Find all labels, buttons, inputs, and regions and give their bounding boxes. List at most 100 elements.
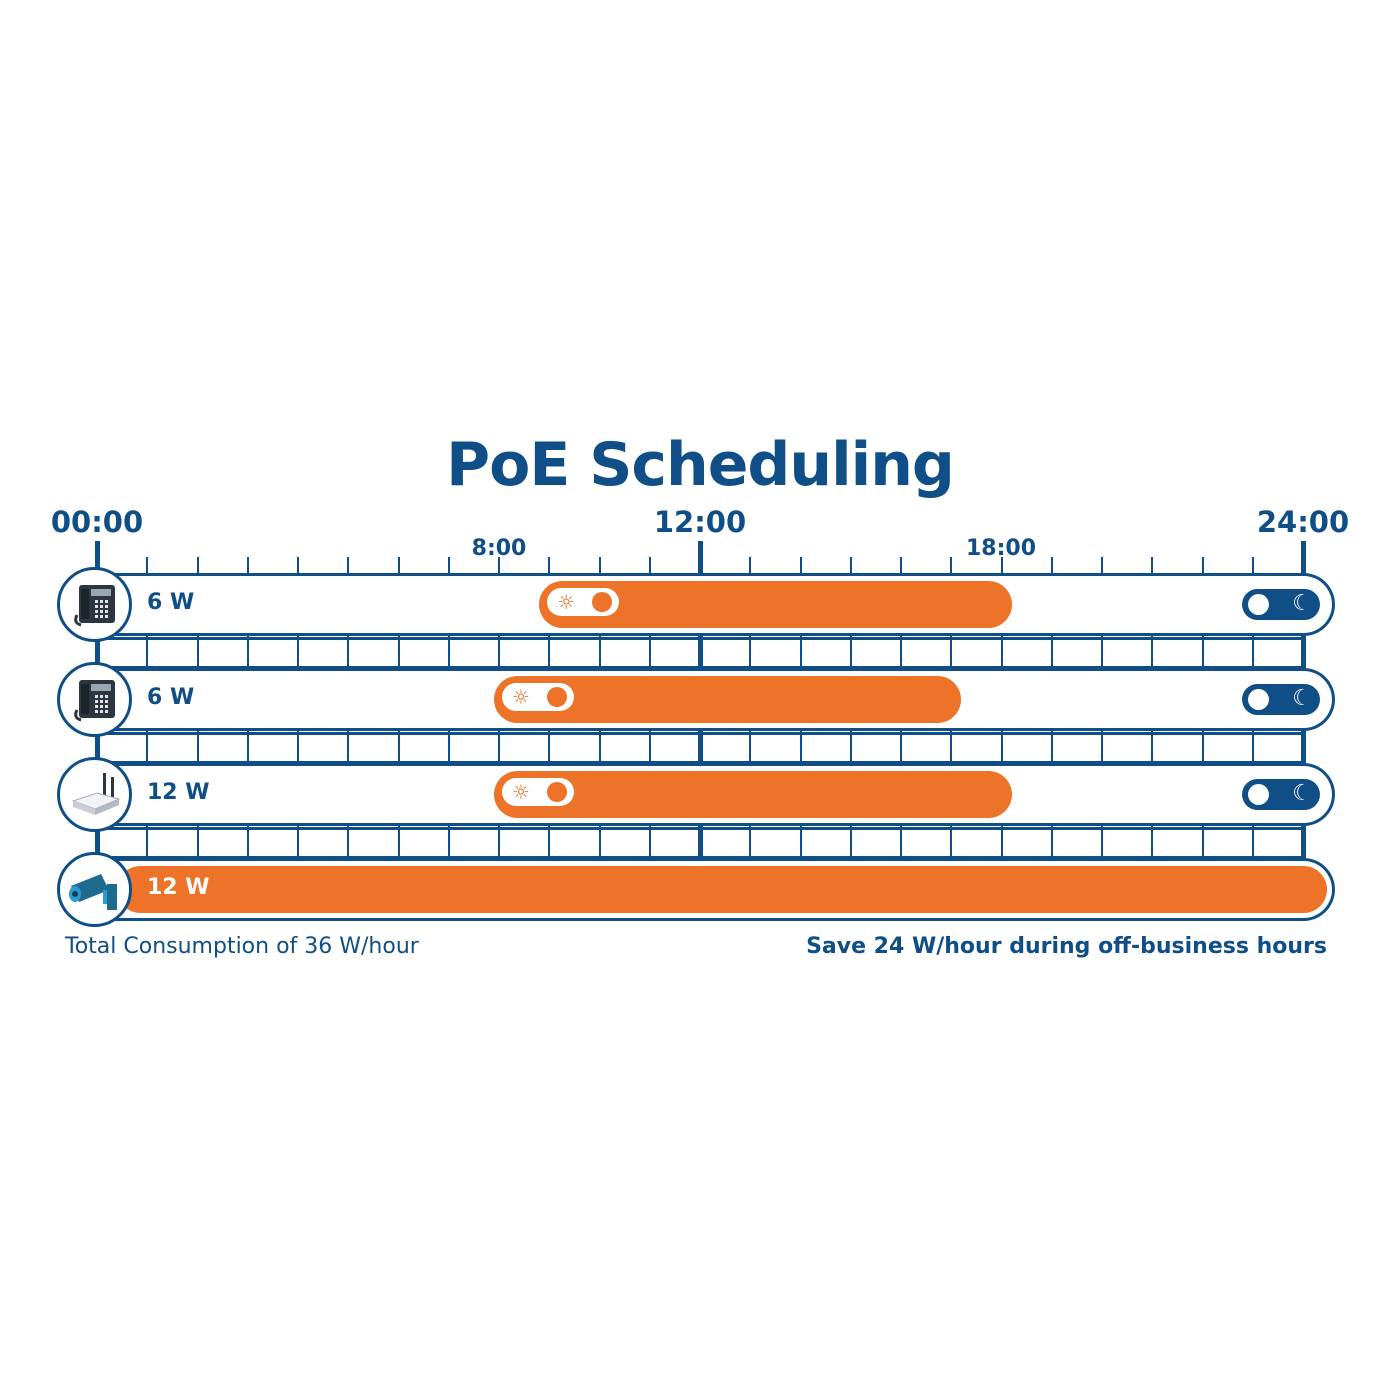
hour-tick: [1050, 557, 1053, 573]
axis-line-12: [697, 541, 703, 581]
hour-gridline: [246, 731, 249, 765]
hour-gridline: [648, 826, 651, 860]
day-toggle[interactable]: ☼: [547, 588, 620, 616]
midnight-gridline: [1300, 731, 1306, 765]
hour-tick: [1101, 557, 1103, 573]
axis-line-24: [1300, 541, 1306, 581]
night-toggle[interactable]: ☾: [1242, 684, 1320, 715]
hour-tick: [1201, 557, 1204, 573]
moon-icon: ☾: [1292, 686, 1312, 711]
hour-gridline: [347, 731, 350, 765]
hour-tick: [900, 557, 902, 573]
night-toggle[interactable]: ☾: [1242, 589, 1320, 620]
hour-gridline: [799, 826, 802, 860]
hour-tick: [196, 557, 199, 573]
power-on-bar: ☼: [493, 771, 1012, 818]
hour-gridline: [196, 826, 199, 860]
day-toggle[interactable]: ☼: [501, 683, 574, 711]
hour-gridline: [1251, 826, 1254, 860]
hour-gridline: [146, 826, 149, 860]
toggle-knob: [592, 592, 613, 612]
diagram-title: PoE Scheduling: [446, 430, 955, 500]
hour-gridline: [1000, 731, 1003, 765]
toggle-knob: [1248, 689, 1269, 710]
noon-gridline: [697, 826, 703, 860]
noon-gridline: [697, 636, 703, 670]
hour-gridline: [900, 826, 902, 860]
hour-gridline: [1251, 731, 1254, 765]
hour-gridline: [1000, 636, 1003, 670]
wireless-access-point-icon: [57, 757, 132, 832]
toggle-knob: [1248, 594, 1269, 615]
hour-gridline: [146, 731, 149, 765]
hour-gridline: [146, 636, 149, 670]
hour-tick: [397, 557, 400, 573]
hour-gridline: [1101, 731, 1103, 765]
hour-gridline: [799, 636, 802, 670]
hour-gridline: [749, 826, 752, 860]
desk-phone-icon: [57, 662, 132, 737]
device-row: ☼ 12 W ☾: [97, 763, 1335, 826]
hour-gridline: [447, 636, 450, 670]
hour-gridline: [246, 636, 249, 670]
night-toggle[interactable]: ☾: [1242, 779, 1320, 810]
hour-gridline: [749, 731, 752, 765]
device-wattage: 12 W: [147, 780, 210, 805]
desk-phone-icon: [57, 567, 132, 642]
device-row: ☼ 6 W ☾: [97, 573, 1335, 636]
savings-note: Save 24 W/hour during off-business hours: [806, 934, 1327, 959]
day-toggle[interactable]: ☼: [501, 778, 574, 806]
hour-gridline: [447, 826, 450, 860]
hour-tick: [146, 557, 149, 573]
toggle-knob: [546, 782, 567, 802]
hour-gridline: [347, 826, 350, 860]
hour-gridline: [1151, 731, 1154, 765]
hour-gridline: [548, 731, 551, 765]
toggle-knob: [1248, 784, 1269, 805]
hour-gridline: [196, 636, 199, 670]
hour-gridline: [1201, 636, 1204, 670]
hour-gridline: [1050, 636, 1053, 670]
hour-gridline: [598, 826, 601, 860]
moon-icon: ☾: [1292, 781, 1312, 806]
device-wattage: 12 W: [147, 875, 210, 900]
security-camera-icon: [57, 852, 132, 927]
device-wattage: 6 W: [147, 590, 195, 615]
hour-gridline: [1000, 826, 1003, 860]
hour-tick: [498, 557, 500, 573]
device-row: 12 W: [97, 858, 1335, 921]
hour-gridline: [498, 731, 500, 765]
hour-gridline: [196, 731, 199, 765]
hour-gridline: [950, 826, 953, 860]
hour-gridline: [297, 731, 299, 765]
midnight-gridline: [1300, 636, 1306, 670]
device-row: ☼ 6 W ☾: [97, 668, 1335, 731]
hour-tick: [1151, 557, 1154, 573]
hour-gridline: [849, 636, 852, 670]
sun-icon: ☼: [511, 780, 530, 804]
total-consumption: Total Consumption of 36 W/hour: [65, 934, 419, 959]
hour-gridline: [1201, 731, 1204, 765]
hour-gridline: [900, 636, 902, 670]
hour-tick: [598, 557, 601, 573]
hour-tick: [1251, 557, 1254, 573]
hour-gridline: [598, 731, 601, 765]
hour-gridline: [1101, 636, 1103, 670]
hour-gridline: [548, 636, 551, 670]
label-12: 12:00: [653, 505, 747, 539]
device-wattage: 6 W: [147, 685, 195, 710]
hour-gridline: [397, 731, 400, 765]
hour-gridline: [900, 731, 902, 765]
hour-gridline: [1151, 636, 1154, 670]
hour-tick: [1000, 557, 1003, 573]
hour-gridline: [849, 826, 852, 860]
hour-gridline: [1050, 731, 1053, 765]
hour-tick: [849, 557, 852, 573]
hour-gridline: [648, 731, 651, 765]
hour-gridline: [598, 636, 601, 670]
hour-gridline: [246, 826, 249, 860]
hour-tick: [648, 557, 651, 573]
hour-gridline: [498, 636, 500, 670]
label-24: 24:00: [1256, 505, 1350, 539]
